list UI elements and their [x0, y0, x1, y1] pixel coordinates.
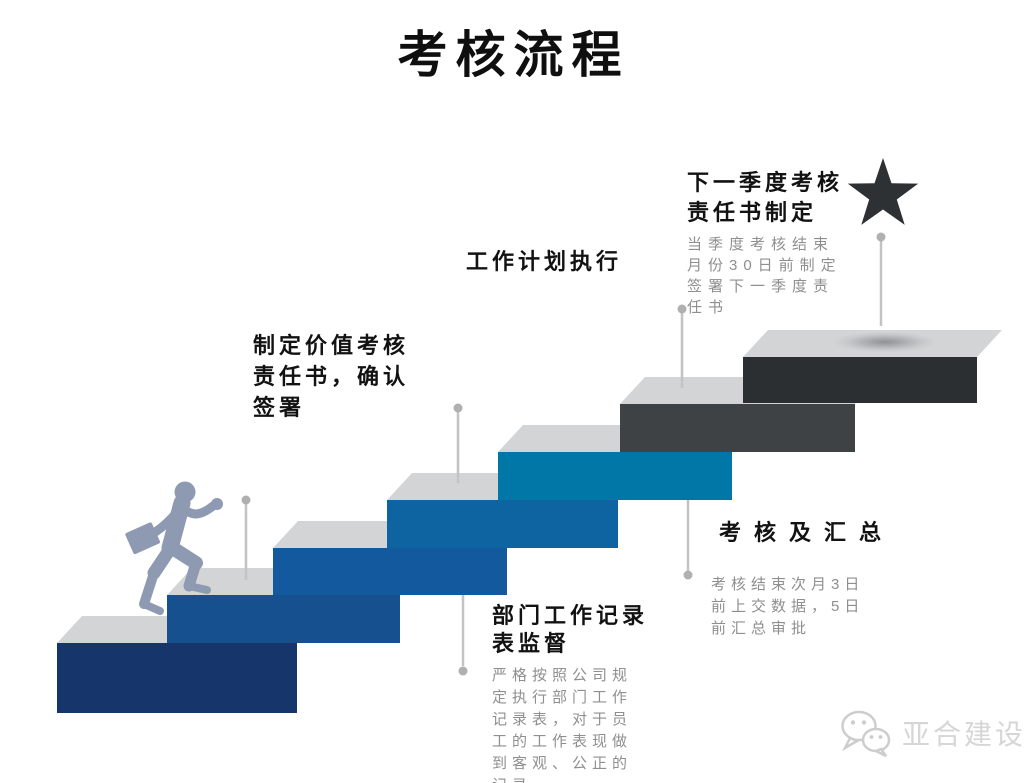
label-next-desc: 当季度考核结束 月份30日前制定 签署下一季度责 任书 [687, 236, 842, 316]
label-sign-title: 制定价值考核 责任书，确认 签署 [253, 333, 410, 420]
figure-rear-shin [139, 568, 159, 609]
label-next-quarter: 下一季度考核 责任书制定 当季度考核结束 月份30日前制定 签署下一季度责 任书 [687, 168, 843, 318]
goal-star-icon [847, 158, 919, 225]
connector-dots [241, 232, 886, 676]
figure-head [174, 481, 196, 503]
wechat-eye-2 [861, 720, 867, 725]
wechat-icon [841, 710, 891, 758]
wechat-eye-4 [878, 735, 883, 739]
connector-dot-review [683, 570, 693, 580]
watermark: 亚合建设 [838, 708, 1026, 758]
wechat-tail-large [842, 736, 860, 752]
step-front-5 [498, 452, 732, 500]
figure-front-foot [185, 582, 211, 594]
step-front-4 [387, 500, 618, 548]
figure-rear-foot [140, 600, 164, 615]
page-title: 考核流程 [397, 27, 630, 83]
wechat-tail-small [872, 747, 888, 758]
wechat-eye-1 [850, 720, 856, 725]
connector-dot-sign-right [453, 403, 463, 413]
connector-dot-record [458, 666, 468, 676]
wechat-eye-3 [869, 735, 874, 739]
connector-dot-plan [677, 304, 687, 314]
step-front-3 [273, 548, 507, 595]
label-dept-record: 部门工作记录 表监督 严格按照公司规 定执行部门工作 记录表，对于员 工的工作表… [492, 602, 648, 783]
label-record-title: 部门工作记录 表监督 [492, 603, 649, 656]
step-front-1 [57, 643, 297, 713]
brand-name: 亚合建设 [902, 719, 1027, 750]
label-sign-responsibility: 制定价值考核 责任书，确认 签署 [253, 330, 409, 423]
connector-dot-star [876, 232, 886, 242]
label-plan-title: 工作计划执行 [466, 249, 623, 274]
businessman-icon [125, 481, 223, 615]
label-review-title: 考核及汇总 [719, 520, 895, 545]
label-review-summary: 考核及汇总 考核结束次月3日 前上交数据，5日 前汇总审批 [711, 518, 894, 640]
step-front-6 [620, 404, 855, 452]
label-next-title: 下一季度考核 责任书制定 [687, 170, 844, 225]
step-front-2 [167, 595, 400, 643]
wechat-bubble-small [861, 727, 891, 753]
step-front-7 [743, 357, 977, 403]
figure-front-arm [177, 501, 218, 519]
figure-briefcase [125, 522, 160, 555]
label-work-plan: 工作计划执行 [466, 247, 622, 277]
goal-hole [833, 331, 937, 353]
label-review-desc: 考核结束次月3日 前上交数据，5日 前汇总审批 [711, 576, 865, 637]
figure-fist [211, 498, 223, 510]
label-record-desc: 严格按照公司规 定执行部门工作 记录表，对于员 工的工作表现做 到客观、公正的 … [492, 667, 633, 783]
connector-dot-sign-left [241, 495, 251, 505]
connector-lines [244, 240, 883, 666]
